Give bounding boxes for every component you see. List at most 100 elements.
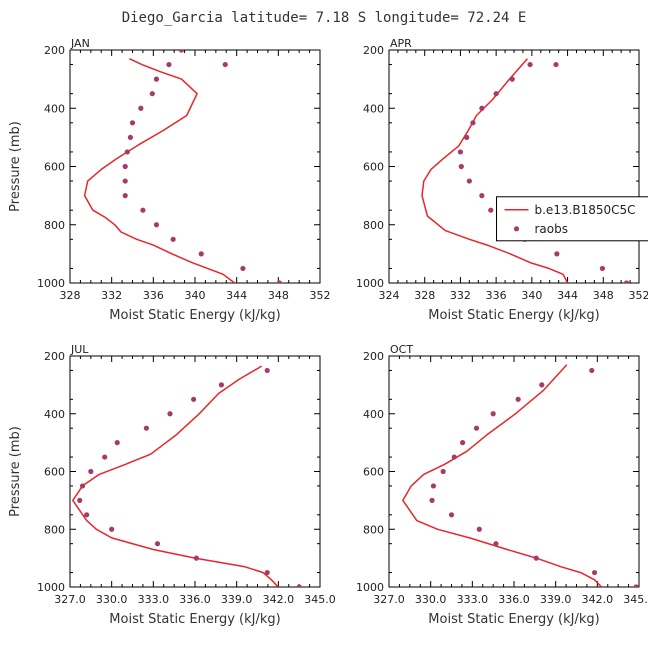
obs-point bbox=[153, 76, 160, 82]
obs-point bbox=[153, 222, 160, 228]
y-tick-label: 600 bbox=[363, 466, 384, 479]
obs-point bbox=[473, 425, 480, 431]
y-tick-label: 800 bbox=[363, 219, 384, 232]
obs-point bbox=[109, 526, 115, 532]
obs-point bbox=[122, 163, 128, 170]
obs-point bbox=[264, 367, 270, 374]
x-tick-label: 345.0 bbox=[304, 593, 336, 606]
plot-area bbox=[421, 58, 630, 283]
x-tick-label: 330.0 bbox=[96, 593, 128, 606]
y-tick-label: 1000 bbox=[37, 277, 65, 290]
obs-point bbox=[170, 236, 176, 242]
x-tick-label: 339.0 bbox=[540, 593, 572, 606]
y-tick-label: 800 bbox=[363, 523, 384, 536]
y-tick-label: 400 bbox=[44, 102, 65, 115]
y-axis-label: Pressure (mb) bbox=[8, 121, 23, 212]
x-tick-label: 328 bbox=[414, 289, 435, 302]
obs-point bbox=[143, 425, 149, 431]
x-axis-label: Moist Static Energy (kJ/kg) bbox=[428, 308, 599, 323]
x-tick-label: 330.0 bbox=[415, 593, 447, 606]
obs-point bbox=[554, 251, 560, 257]
obs-point bbox=[140, 207, 146, 213]
panel-label: JUL bbox=[70, 343, 89, 356]
obs-point bbox=[591, 569, 598, 576]
obs-point bbox=[479, 193, 485, 199]
plot-area bbox=[83, 33, 282, 283]
obs-point bbox=[527, 61, 533, 68]
obs-point bbox=[458, 163, 464, 170]
obs-point bbox=[84, 512, 90, 518]
obs-point bbox=[448, 512, 455, 518]
x-tick-label: 342.0 bbox=[263, 593, 295, 606]
x-tick-label: 340 bbox=[185, 289, 206, 302]
plot-area bbox=[402, 364, 639, 587]
x-tick-label: 345.0 bbox=[623, 593, 648, 606]
obs-point bbox=[129, 120, 136, 126]
obs-point bbox=[451, 454, 457, 460]
obs-point bbox=[186, 33, 191, 38]
x-axis-label: Moist Static Energy (kJ/kg) bbox=[109, 612, 280, 627]
obs-point bbox=[124, 149, 130, 155]
obs-point bbox=[493, 91, 499, 97]
obs-point bbox=[623, 280, 630, 283]
panel-label: JAN bbox=[70, 37, 90, 50]
obs-point bbox=[222, 61, 228, 68]
y-tick-label: 400 bbox=[363, 102, 384, 115]
obs-point bbox=[138, 105, 144, 111]
obs-point bbox=[122, 193, 128, 199]
obs-point bbox=[533, 555, 539, 561]
obs-point bbox=[296, 584, 302, 587]
y-tick-label: 600 bbox=[44, 161, 65, 174]
obs-point bbox=[88, 468, 94, 475]
obs-point bbox=[553, 61, 559, 68]
x-tick-label: 348 bbox=[268, 289, 289, 302]
model-line bbox=[421, 58, 569, 283]
figure-title: Diego_Garcia latitude= 7.18 S longitude=… bbox=[122, 10, 527, 26]
obs-point bbox=[191, 396, 197, 402]
model-line bbox=[83, 58, 236, 283]
x-tick-label: 332 bbox=[101, 289, 122, 302]
obs-point bbox=[114, 440, 120, 446]
x-tick-label: 348 bbox=[593, 289, 614, 302]
obs-point bbox=[429, 497, 435, 503]
legend-obs-label: raobs bbox=[535, 222, 569, 236]
x-tick-label: 324 bbox=[379, 289, 400, 302]
obs-point bbox=[457, 149, 464, 155]
y-tick-label: 800 bbox=[44, 523, 65, 536]
panel-frame bbox=[388, 355, 640, 588]
x-axis-label: Moist Static Energy (kJ/kg) bbox=[109, 308, 280, 323]
y-tick-label: 200 bbox=[44, 350, 65, 363]
y-tick-label: 200 bbox=[44, 44, 65, 57]
obs-point bbox=[479, 105, 485, 111]
obs-point bbox=[167, 411, 173, 417]
obs-point bbox=[193, 555, 199, 561]
obs-point bbox=[77, 497, 83, 503]
obs-point bbox=[149, 91, 155, 97]
obs-point bbox=[440, 468, 446, 475]
y-tick-label: 200 bbox=[363, 350, 384, 363]
obs-point bbox=[460, 440, 466, 446]
obs-point bbox=[488, 207, 494, 213]
legend-point-swatch bbox=[513, 226, 520, 232]
obs-point bbox=[218, 382, 224, 388]
y-tick-label: 400 bbox=[363, 408, 384, 421]
legend: b.e13.B1850C5C raobs bbox=[496, 196, 648, 242]
y-tick-label: 200 bbox=[363, 44, 384, 57]
y-tick-label: 800 bbox=[44, 219, 65, 232]
y-tick-label: 400 bbox=[44, 408, 65, 421]
obs-point bbox=[127, 134, 134, 140]
x-tick-label: 336.0 bbox=[179, 593, 211, 606]
obs-point bbox=[589, 367, 595, 374]
x-tick-label: 352 bbox=[310, 289, 331, 302]
obs-point bbox=[493, 541, 499, 547]
x-tick-label: 340 bbox=[521, 289, 542, 302]
panel-label: OCT bbox=[390, 343, 413, 356]
obs-point bbox=[430, 483, 437, 489]
obs-point bbox=[264, 569, 270, 576]
obs-point bbox=[509, 76, 515, 82]
x-tick-label: 344 bbox=[226, 289, 247, 302]
model-line bbox=[72, 365, 279, 587]
obs-point bbox=[122, 178, 128, 184]
panel-label: APR bbox=[390, 37, 412, 50]
obs-point bbox=[154, 541, 161, 547]
